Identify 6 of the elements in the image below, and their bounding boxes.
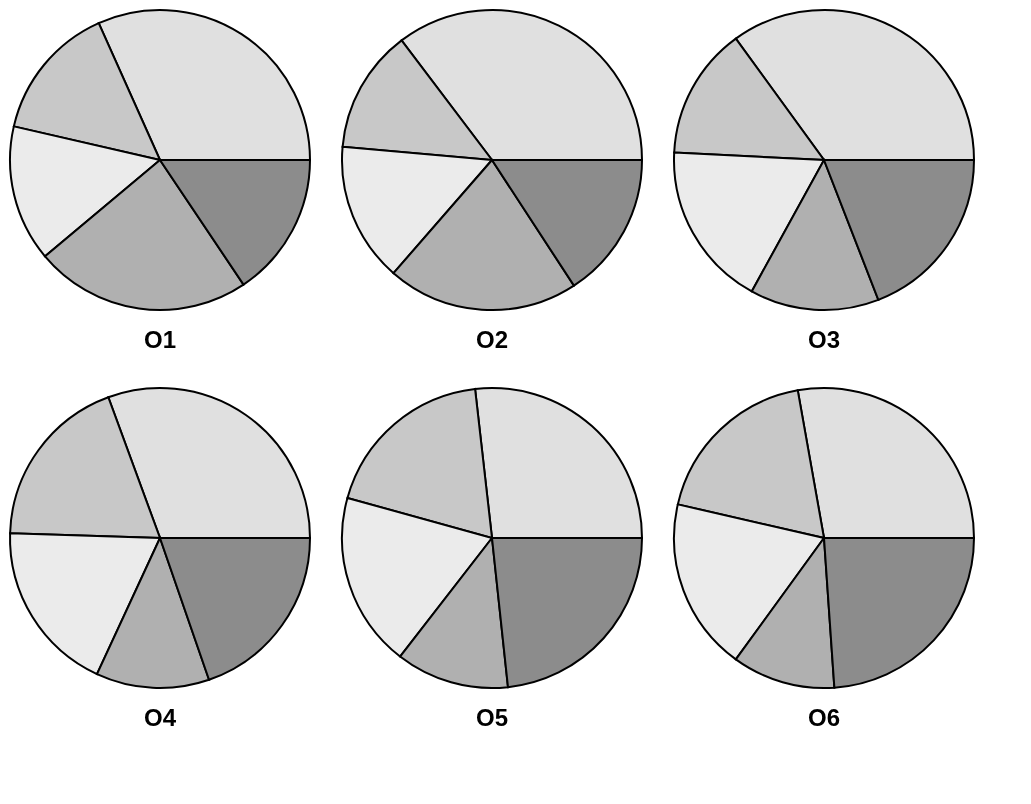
text: O6 — [807, 704, 841, 731]
text: O1 — [143, 326, 177, 353]
text: O5 — [475, 704, 509, 731]
text: O2 — [475, 326, 509, 353]
text: O4 — [143, 704, 177, 731]
text: O3 — [807, 326, 841, 353]
